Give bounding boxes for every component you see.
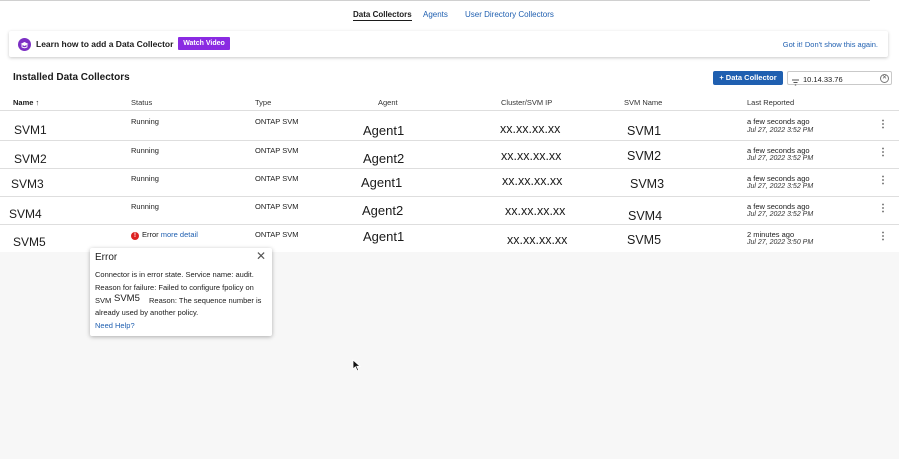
row-agent: Agent2: [362, 203, 404, 218]
error-popover: Error ✕ Connector is in error state. Ser…: [90, 248, 272, 336]
col-header-ip[interactable]: Cluster/SVM IP: [501, 98, 553, 107]
row-agent: Agent1: [363, 123, 405, 138]
row-name: SVM2: [14, 152, 47, 166]
sort-ascending-icon: ↑: [35, 98, 40, 107]
row-name: SVM1: [14, 123, 47, 137]
error-icon: !: [131, 232, 139, 240]
row-last-reported-date: Jul 27, 2022 3:52 PM: [747, 183, 814, 190]
row-svm-name: SVM4: [628, 209, 663, 223]
row-last-reported: a few seconds ago: [747, 202, 810, 211]
filter-value: 10.14.33.76: [803, 75, 843, 84]
row-name: SVM4: [9, 207, 42, 221]
filter-icon: [791, 74, 800, 92]
row-status-text: Error: [142, 230, 159, 239]
dismiss-banner-link[interactable]: Got it! Don't show this again.: [782, 40, 878, 49]
clear-filter-icon[interactable]: ✕: [880, 74, 889, 83]
row-svm-name: SVM2: [627, 149, 662, 163]
row-actions-icon[interactable]: ⋮: [878, 203, 888, 214]
section-title: Installed Data Collectors: [13, 72, 130, 83]
tab-data-collectors[interactable]: Data Collectors: [353, 10, 412, 21]
row-svm-name: SVM1: [627, 124, 662, 138]
col-header-name[interactable]: Name ↑: [13, 98, 40, 107]
mouse-pointer-icon: [352, 359, 362, 377]
row-last-reported-date: Jul 27, 2022 3:52 PM: [747, 211, 814, 218]
row-agent: Agent1: [361, 175, 403, 190]
popover-line: already used by another policy.: [95, 308, 199, 317]
row-type: ONTAP SVM: [255, 230, 299, 239]
learn-banner: Learn how to add a Data Collector Watch …: [9, 31, 888, 57]
popover-line: Reason: The sequence number is: [149, 296, 262, 305]
row-ip: xx.xx.xx.xx: [507, 233, 568, 247]
row-actions-icon[interactable]: ⋮: [878, 231, 888, 242]
row-ip: xx.xx.xx.xx: [501, 149, 562, 163]
row-type: ONTAP SVM: [255, 146, 299, 155]
row-ip: xx.xx.xx.xx: [502, 174, 563, 188]
tab-user-directory-collectors[interactable]: User Directory Collectors: [465, 10, 554, 19]
row-last-reported-date: Jul 27, 2022 3:52 PM: [747, 155, 814, 162]
filter-input[interactable]: 10.14.33.76 ✕: [787, 71, 892, 86]
row-last-reported: a few seconds ago: [747, 146, 810, 155]
row-agent: Agent1: [363, 229, 405, 244]
popover-line: Reason for failure: Failed to configure …: [95, 283, 254, 292]
row-status: Running: [131, 174, 159, 183]
popover-line: SVM: [95, 296, 112, 305]
col-header-type[interactable]: Type: [255, 98, 272, 107]
col-header-last-reported[interactable]: Last Reported: [747, 98, 795, 107]
header-divider: [0, 110, 899, 111]
table-row[interactable]: SVM2 Running ONTAP SVM Agent2 xx.xx.xx.x…: [0, 141, 899, 169]
popover-line: Connector is in error state. Service nam…: [95, 270, 254, 279]
table-row[interactable]: SVM5 ! Error more detail ONTAP SVM Agent1…: [0, 225, 899, 253]
row-actions-icon[interactable]: ⋮: [878, 147, 888, 158]
table-row[interactable]: SVM4 Running ONTAP SVM Agent2 xx.xx.xx.x…: [0, 197, 899, 225]
col-header-svm-name[interactable]: SVM Name: [624, 98, 663, 107]
row-type: ONTAP SVM: [255, 174, 299, 183]
row-status: ! Error more detail: [131, 230, 198, 240]
close-icon[interactable]: ✕: [255, 249, 266, 263]
row-name: SVM3: [11, 177, 44, 191]
row-type: ONTAP SVM: [255, 202, 299, 211]
row-divider: [0, 168, 899, 169]
row-status: Running: [131, 117, 159, 126]
row-divider: [0, 140, 899, 141]
popover-title: Error: [95, 252, 118, 263]
more-detail-link[interactable]: more detail: [160, 230, 198, 239]
popover-svm-name: SVM5: [114, 293, 140, 304]
row-actions-icon[interactable]: ⋮: [878, 175, 888, 186]
row-name: SVM5: [13, 235, 46, 249]
row-status: Running: [131, 146, 159, 155]
graduation-cap-icon: [18, 38, 31, 51]
banner-text: Learn how to add a Data Collector: [36, 39, 174, 49]
top-divider: [0, 0, 870, 1]
row-divider: [0, 224, 899, 225]
col-header-status[interactable]: Status: [131, 98, 153, 107]
col-header-agent[interactable]: Agent: [378, 98, 398, 107]
main-panel: Data Collectors Agents User Directory Co…: [0, 0, 899, 253]
tab-bar: Data Collectors Agents User Directory Co…: [0, 10, 899, 26]
row-ip: xx.xx.xx.xx: [500, 122, 561, 136]
need-help-link[interactable]: Need Help?: [95, 321, 135, 330]
row-actions-icon[interactable]: ⋮: [878, 119, 888, 130]
row-last-reported-date: Jul 27, 2022 3:52 PM: [747, 127, 814, 134]
tab-agents[interactable]: Agents: [423, 10, 448, 19]
row-svm-name: SVM5: [627, 233, 662, 247]
row-status: Running: [131, 202, 159, 211]
row-agent: Agent2: [363, 151, 405, 166]
row-type: ONTAP SVM: [255, 117, 299, 126]
add-data-collector-button[interactable]: + Data Collector: [713, 71, 783, 85]
row-last-reported: a few seconds ago: [747, 174, 810, 183]
row-last-reported: 2 minutes ago: [747, 230, 795, 239]
table-row[interactable]: SVM3 Running ONTAP SVM Agent1 xx.xx.xx.x…: [0, 169, 899, 197]
row-divider: [0, 196, 899, 197]
row-last-reported: a few seconds ago: [747, 117, 810, 126]
watch-video-button[interactable]: Watch Video: [178, 37, 230, 50]
row-last-reported-date: Jul 27, 2022 3:50 PM: [747, 239, 814, 246]
row-svm-name: SVM3: [630, 177, 665, 191]
row-ip: xx.xx.xx.xx: [505, 204, 566, 218]
table-row[interactable]: SVM1 Running ONTAP SVM Agent1 xx.xx.xx.x…: [0, 112, 899, 140]
